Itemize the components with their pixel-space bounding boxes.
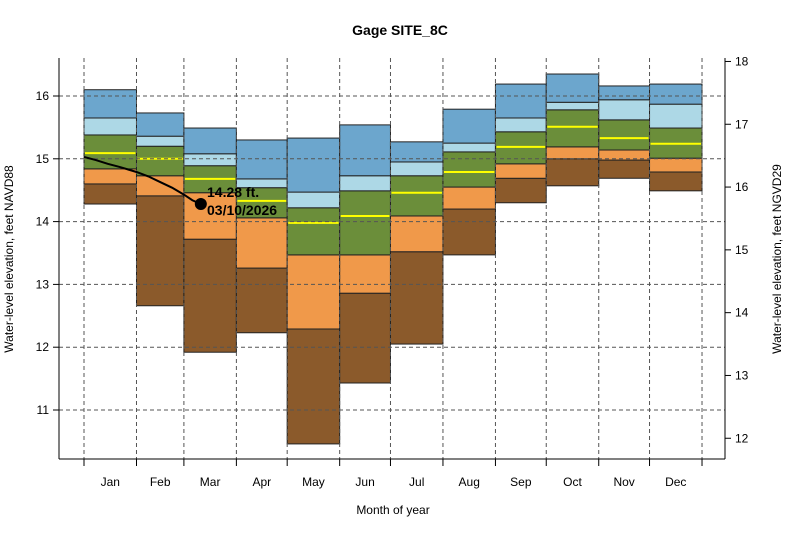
band-25-75-oct <box>545 109 600 148</box>
percentile-bands <box>83 73 703 445</box>
band-10-25-aug <box>442 186 496 210</box>
band-75-90-may <box>286 191 341 209</box>
x-axis-label: Month of year <box>356 503 429 517</box>
y-tick-label-left: 14 <box>36 215 50 229</box>
band-90-max-aug <box>442 108 496 144</box>
band-min-10-dec <box>649 171 703 192</box>
x-tick-label-nov: Nov <box>613 475 634 489</box>
band-90-max-feb <box>135 112 185 137</box>
x-tick-label-jan: Jan <box>101 475 120 489</box>
band-25-75-jul <box>389 175 444 217</box>
band-75-90-feb <box>135 135 185 147</box>
chart-title: Gage SITE_8C <box>352 22 448 38</box>
y-tick-label-left: 12 <box>36 340 50 354</box>
band-75-90-sep <box>494 117 547 133</box>
y-tick-label-left: 15 <box>36 152 50 166</box>
y-axis-label-right: Water-level elevation, feet NGVD29 <box>770 164 784 354</box>
y-tick-label-right: 17 <box>735 117 749 131</box>
band-75-90-oct <box>545 101 600 111</box>
band-25-75-jun <box>339 190 391 256</box>
band-10-25-may <box>286 254 341 330</box>
band-min-10-sep <box>494 177 547 204</box>
band-90-max-jun <box>339 124 391 177</box>
band-min-10-oct <box>545 158 600 187</box>
x-tick-label-jun: Jun <box>355 475 374 489</box>
axes: 11 12 13 14 15 16 12 13 14 15 16 17 18 Jan Feb Mar Apr Ma… <box>36 54 749 489</box>
band-90-max-apr <box>235 139 288 180</box>
y-tick-label-right: 18 <box>735 54 749 68</box>
annotation-value: 14.28 ft. <box>207 184 259 200</box>
band-min-10-jan <box>83 183 137 205</box>
band-25-75-may <box>286 207 341 256</box>
y-tick-label-left: 13 <box>36 277 50 291</box>
band-min-10-aug <box>442 208 496 256</box>
x-tick-label-sep: Sep <box>510 475 532 489</box>
band-75-90-aug <box>442 142 496 153</box>
x-tick-label-mar: Mar <box>200 475 221 489</box>
current-value-marker <box>194 198 207 211</box>
band-min-10-mar <box>183 238 237 353</box>
band-min-10-jun <box>339 292 391 384</box>
band-min-10-apr <box>235 267 288 334</box>
band-min-10-may <box>286 328 341 445</box>
y-tick-label-right: 13 <box>735 368 749 382</box>
y-axis-label-left: Water-level elevation, feet NAVD88 <box>2 165 16 353</box>
y-tick-label-right: 14 <box>735 306 749 320</box>
band-90-max-dec <box>649 83 703 105</box>
band-25-75-apr <box>235 187 288 219</box>
y-tick-label-right: 16 <box>735 180 749 194</box>
band-75-90-jul <box>389 161 444 177</box>
band-min-10-feb <box>135 195 185 307</box>
band-25-75-feb <box>135 145 185 177</box>
x-tick-label-oct: Oct <box>563 475 582 489</box>
band-10-25-jun <box>339 254 391 294</box>
band-75-90-mar <box>183 153 237 167</box>
y-tick-label-right: 12 <box>735 431 749 445</box>
band-90-max-jan <box>83 89 137 119</box>
band-25-75-nov <box>598 119 651 151</box>
x-tick-label-jul: Jul <box>409 475 424 489</box>
annotation-date: 03/10/2026 <box>207 202 277 218</box>
band-25-75-aug <box>442 151 496 188</box>
band-10-25-sep <box>494 163 547 179</box>
current-series <box>83 155 207 211</box>
x-tick-label-aug: Aug <box>459 475 480 489</box>
band-min-10-jul <box>389 251 444 345</box>
band-90-max-sep <box>494 83 547 119</box>
band-75-90-nov <box>598 99 651 121</box>
x-tick-label-apr: Apr <box>252 475 271 489</box>
band-90-max-mar <box>183 127 237 155</box>
band-10-25-apr <box>235 217 288 269</box>
x-tick-label-may: May <box>302 475 325 489</box>
band-75-90-jun <box>339 175 391 192</box>
band-10-25-dec <box>649 157 703 173</box>
band-90-max-oct <box>545 73 600 103</box>
band-90-max-may <box>286 137 341 193</box>
band-10-25-feb <box>135 175 185 197</box>
band-75-90-dec <box>649 103 703 129</box>
current-year-line <box>83 155 202 205</box>
x-tick-label-dec: Dec <box>665 475 686 489</box>
x-tick-label-feb: Feb <box>150 475 171 489</box>
band-90-max-nov <box>598 85 651 101</box>
grid-lines <box>59 58 725 459</box>
band-75-90-jan <box>83 117 137 136</box>
band-min-10-nov <box>598 159 651 179</box>
band-10-25-oct <box>545 146 600 160</box>
y-tick-label-left: 16 <box>36 89 50 103</box>
y-tick-label-right: 15 <box>735 243 749 257</box>
band-10-25-jan <box>83 168 137 185</box>
y-tick-label-left: 11 <box>37 403 50 417</box>
